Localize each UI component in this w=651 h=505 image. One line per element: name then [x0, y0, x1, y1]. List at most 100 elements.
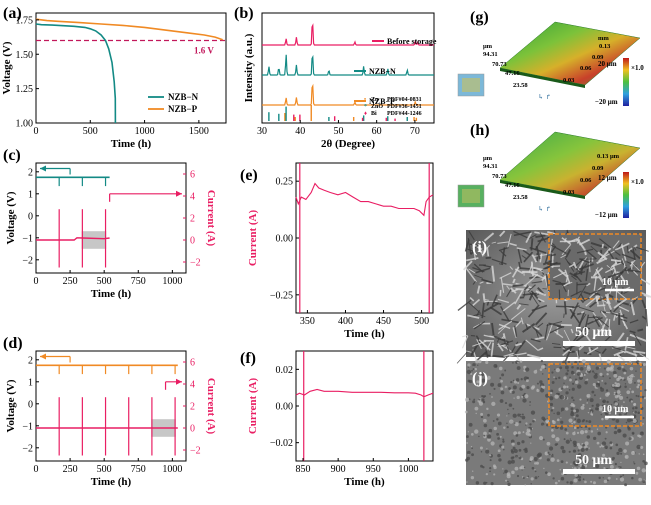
texture-fiber [500, 306, 510, 321]
texture-grain [596, 441, 600, 445]
texture-fiber [624, 269, 641, 273]
series-line [35, 18, 223, 41]
y-tick-label: 0 [190, 424, 195, 435]
texture-grain [474, 367, 477, 371]
texture-grain [532, 419, 535, 423]
texture-fiber [497, 343, 504, 352]
texture-fiber [529, 234, 537, 239]
texture-grain [618, 465, 620, 468]
texture-fiber [525, 339, 539, 352]
texture-grain [616, 409, 618, 411]
y-tick-label: 1.25 [16, 84, 34, 95]
texture-fiber [550, 244, 567, 255]
texture-grain [486, 448, 488, 450]
texture-grain [619, 477, 625, 482]
texture-grain [615, 478, 618, 480]
texture-fiber [482, 250, 485, 256]
texture-grain [625, 441, 630, 446]
texture-grain [499, 435, 502, 438]
texture-grain [522, 398, 527, 403]
texture-grain [579, 366, 584, 371]
texture-grain [642, 423, 644, 425]
texture-fiber [594, 292, 601, 296]
texture-fiber [510, 308, 526, 321]
texture-fiber [534, 312, 548, 326]
texture-fiber [462, 260, 473, 271]
texture-grain [556, 411, 561, 416]
texture-grain [641, 395, 645, 399]
texture-grain [602, 477, 604, 479]
texture-grain [474, 406, 479, 411]
texture-grain [571, 422, 574, 425]
texture-fiber [616, 280, 620, 291]
texture-grain [512, 362, 514, 364]
texture-grain [593, 394, 596, 397]
x-tick-label: 250 [63, 276, 78, 287]
texture-grain [516, 366, 521, 371]
texture-fiber [618, 305, 630, 312]
texture-fiber [588, 286, 602, 299]
legend-entry: NZB−P [369, 97, 395, 106]
texture-fiber [575, 236, 581, 242]
texture-fiber [629, 330, 636, 334]
texture-grain [485, 472, 489, 476]
texture-grain [582, 460, 585, 463]
axis-label: 0.03 [563, 77, 575, 84]
texture-grain [497, 449, 501, 453]
texture-fiber [523, 290, 526, 297]
texture-grain [533, 370, 538, 374]
x-axis-label: 2θ (Degree) [321, 138, 375, 150]
texture-grain [596, 428, 599, 430]
texture-fiber [519, 303, 529, 306]
texture-fiber [472, 243, 483, 250]
texture-grain [467, 431, 470, 433]
texture-grain [590, 412, 593, 416]
y-tick-label: 0 [28, 399, 33, 410]
texture-grain [539, 368, 543, 371]
texture-grain [637, 411, 640, 415]
texture-grain [485, 481, 488, 484]
texture-fiber [567, 238, 578, 244]
texture-fiber [546, 321, 563, 327]
texture-grain [554, 394, 559, 399]
texture-fiber [493, 301, 502, 305]
panel-label-i: (i) [472, 239, 487, 256]
texture-grain [644, 461, 648, 466]
texture-fiber [527, 304, 540, 318]
texture-grain [534, 476, 538, 480]
colorbar-min: −20 μm [595, 98, 618, 106]
texture-grain [510, 381, 513, 384]
texture-grain [546, 441, 551, 446]
texture-fiber [531, 281, 542, 284]
texture-grain [558, 376, 561, 380]
texture-grain [548, 453, 551, 456]
texture-grain [529, 456, 534, 461]
x-tick-label: 1000 [398, 464, 418, 475]
texture-grain [572, 404, 576, 408]
texture-fiber [511, 341, 519, 353]
texture-fiber [483, 302, 499, 313]
texture-grain [584, 430, 588, 434]
texture-grain [605, 389, 609, 392]
texture-fiber [577, 349, 580, 359]
texture-fiber [465, 267, 477, 283]
texture-grain [478, 359, 482, 364]
texture-grain [520, 413, 522, 416]
texture-grain [545, 393, 550, 398]
x-tick-label: 60 [372, 126, 382, 137]
texture-grain [515, 378, 520, 382]
texture-fiber [483, 334, 496, 339]
topography-edge [500, 68, 585, 88]
x-tick-label: 50 [333, 126, 343, 137]
texture-grain [573, 426, 577, 430]
y-tick-label: 1.75 [16, 15, 34, 26]
texture-fiber [616, 353, 626, 362]
texture-grain [510, 449, 514, 452]
texture-grain [507, 482, 511, 486]
texture-grain [620, 452, 623, 455]
texture-grain [577, 460, 581, 464]
texture-grain [621, 377, 625, 380]
texture-fiber [578, 306, 594, 313]
texture-grain [474, 429, 479, 434]
texture-grain [480, 415, 484, 419]
